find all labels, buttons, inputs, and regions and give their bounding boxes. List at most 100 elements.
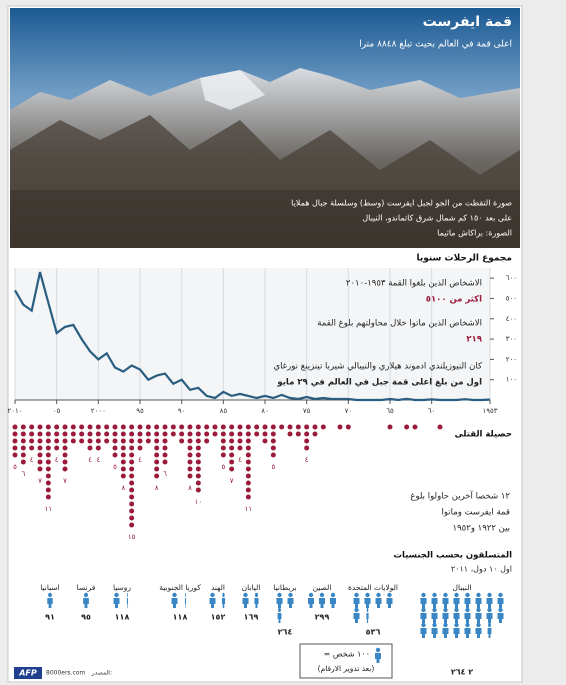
death-dot bbox=[129, 488, 134, 493]
death-dot bbox=[63, 425, 68, 430]
x-tick-label: ٧٠ bbox=[345, 407, 353, 415]
death-dot bbox=[46, 474, 51, 479]
annotation: الاشخاص الذين بلغوا القمة ١٩٥٣-٢٠١٠ bbox=[346, 279, 482, 289]
category-label: اليابان bbox=[242, 583, 261, 592]
death-dot bbox=[104, 439, 109, 444]
death-dot bbox=[13, 425, 18, 430]
icon-head bbox=[432, 623, 436, 627]
death-dot bbox=[21, 453, 26, 458]
death-dot bbox=[88, 439, 93, 444]
icon-head bbox=[387, 593, 391, 597]
death-dot bbox=[129, 439, 134, 444]
icon-head bbox=[432, 608, 436, 612]
death-dot bbox=[246, 495, 251, 500]
death-dot bbox=[21, 432, 26, 437]
death-dot bbox=[54, 439, 59, 444]
icon-head bbox=[487, 608, 491, 612]
annotation: اكثر من ٥١٠٠ bbox=[426, 295, 482, 305]
death-dot bbox=[63, 446, 68, 451]
death-dot bbox=[29, 432, 34, 437]
icon-head bbox=[288, 593, 292, 597]
category-label: النيبال bbox=[453, 583, 472, 592]
death-dot bbox=[63, 432, 68, 437]
source-site: 8000ers.com bbox=[46, 670, 85, 677]
death-column bbox=[404, 425, 409, 430]
death-dot bbox=[213, 432, 218, 437]
death-dot bbox=[29, 446, 34, 451]
death-dot bbox=[246, 439, 251, 444]
death-dot bbox=[129, 460, 134, 465]
death-dot bbox=[46, 446, 51, 451]
icon-head bbox=[498, 608, 502, 612]
death-dot bbox=[113, 446, 118, 451]
death-dot bbox=[163, 453, 168, 458]
death-dot bbox=[296, 425, 301, 430]
death-dot bbox=[129, 502, 134, 507]
death-dot bbox=[13, 453, 18, 458]
death-dot bbox=[346, 425, 351, 430]
death-dot bbox=[229, 467, 234, 472]
annotation: كان النيوزيلندي ادموند هيلاري والنيبالي … bbox=[273, 362, 483, 372]
death-column bbox=[263, 425, 268, 444]
icon-head bbox=[498, 593, 502, 597]
value-label: ٦ bbox=[21, 470, 25, 478]
icon-head bbox=[84, 593, 88, 597]
death-dot bbox=[196, 467, 201, 472]
death-column bbox=[71, 425, 76, 444]
death-dot bbox=[146, 432, 151, 437]
caption: على بعد ١٥٠ كم شمال شرق كاتماندو، النيبا… bbox=[362, 214, 512, 223]
y-tick-label: ١٠٠ bbox=[506, 376, 517, 384]
x-tick-label: ١٩٥٣ bbox=[482, 407, 497, 415]
value-label: ٤ bbox=[88, 456, 92, 464]
value-label: ١١٨ bbox=[115, 613, 130, 622]
death-dot bbox=[171, 425, 176, 430]
death-dot bbox=[204, 425, 209, 430]
death-dot bbox=[263, 439, 268, 444]
death-dot bbox=[229, 446, 234, 451]
death-dot bbox=[113, 432, 118, 437]
value-label: ١٥٢ bbox=[211, 613, 226, 622]
death-dot bbox=[88, 432, 93, 437]
death-dot bbox=[196, 460, 201, 465]
value-label: ٦ bbox=[163, 470, 167, 478]
chart-subtitle: اول ١٠ دول، ٢٠١١ bbox=[451, 565, 512, 574]
death-dot bbox=[313, 432, 318, 437]
annotation: الاشخاص الذين ماتوا خلال محاولتهم بلوغ ا… bbox=[317, 319, 482, 329]
x-tick-label: ٧٥ bbox=[303, 407, 311, 415]
icon-head bbox=[476, 608, 480, 612]
category-label: روسيا bbox=[113, 583, 131, 592]
death-dot bbox=[129, 523, 134, 528]
death-dot bbox=[288, 425, 293, 430]
death-dot bbox=[196, 453, 201, 458]
value-label: ١١٨ bbox=[173, 613, 188, 622]
value-label: ٢٩٩ bbox=[315, 613, 330, 622]
death-dot bbox=[138, 425, 143, 430]
x-tick-label: ٩٠ bbox=[178, 407, 186, 415]
category-label: الصين bbox=[313, 583, 332, 592]
icon-head bbox=[277, 593, 281, 597]
death-column bbox=[204, 425, 209, 444]
death-dot bbox=[13, 446, 18, 451]
x-tick-label: ٨٥ bbox=[220, 407, 228, 415]
pictogram bbox=[308, 593, 336, 608]
death-dot bbox=[296, 432, 301, 437]
death-dot bbox=[63, 460, 68, 465]
death-dot bbox=[204, 432, 209, 437]
death-dot bbox=[246, 425, 251, 430]
icon-head bbox=[255, 593, 258, 597]
page: قمة ايفرست اعلى قمة في العالم بحيث تبلغ … bbox=[0, 0, 566, 685]
annotation: بين ١٩٢٢ و١٩٥٢ bbox=[453, 524, 510, 534]
death-dot bbox=[196, 432, 201, 437]
value-label: ٩٥ bbox=[81, 613, 91, 622]
x-tick-label: ٢٠٠٠ bbox=[91, 407, 106, 415]
value-label: ٤ bbox=[55, 456, 59, 464]
value-label: ٥٣٦ bbox=[366, 628, 381, 637]
death-dot bbox=[46, 425, 51, 430]
death-dot bbox=[271, 439, 276, 444]
death-dot bbox=[46, 432, 51, 437]
icon-head bbox=[443, 593, 447, 597]
death-dot bbox=[113, 425, 118, 430]
value-label: ٤ bbox=[305, 456, 309, 464]
death-dot bbox=[113, 439, 118, 444]
annotation: ١٢ شخصا آخرين حاولوا بلوغ bbox=[410, 490, 510, 502]
